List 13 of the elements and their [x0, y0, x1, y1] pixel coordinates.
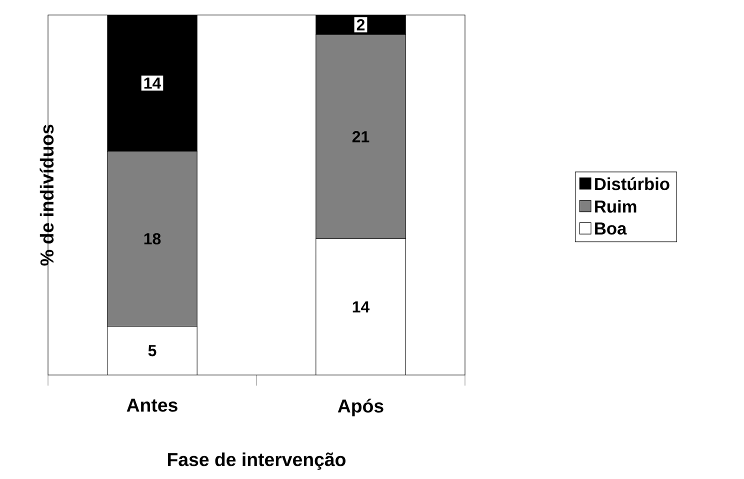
x-tick-label: Antes: [126, 398, 178, 412]
data-label: 5: [148, 345, 156, 356]
data-label: 18: [144, 233, 161, 244]
data-label: 2: [356, 19, 365, 30]
y-axis-title: % de indivíduos: [40, 124, 54, 266]
data-label: 14: [144, 78, 162, 89]
data-label: 21: [352, 131, 370, 142]
x-tick-label: Após: [338, 398, 384, 416]
legend-label: Boa: [595, 222, 627, 235]
legend-label: Distúrbio: [595, 177, 670, 190]
x-axis-title: Fase de intervenção: [168, 452, 346, 470]
legend-label: Ruim: [595, 200, 636, 213]
data-label: 14: [352, 301, 370, 312]
